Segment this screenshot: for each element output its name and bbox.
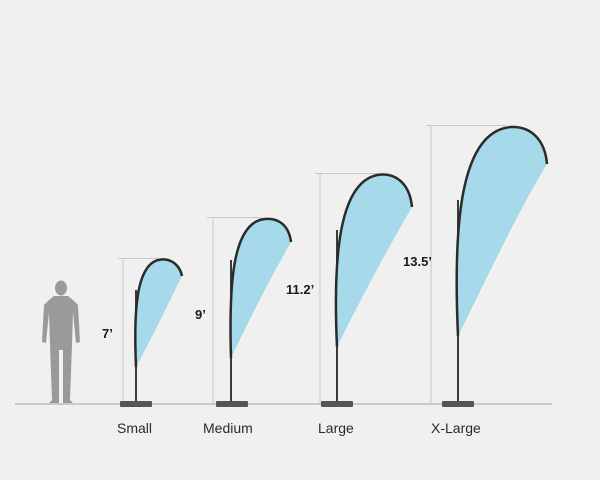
flag-banner-x-large bbox=[456, 126, 547, 336]
size-label-x-large: X-Large bbox=[431, 420, 481, 436]
height-label-large: 11.2’ bbox=[286, 282, 314, 297]
height-label-small: 7’ bbox=[102, 326, 113, 341]
base-x-large bbox=[442, 401, 474, 407]
flag-border-x-large bbox=[455, 125, 549, 337]
flag-medium: 9’ Medium bbox=[195, 217, 293, 436]
height-label-medium: 9’ bbox=[195, 307, 206, 322]
base-medium bbox=[216, 401, 248, 407]
person-silhouette-icon bbox=[42, 280, 80, 403]
flag-large: 11.2’ Large bbox=[286, 173, 414, 436]
size-label-small: Small bbox=[117, 420, 152, 436]
flag-small: 7’ Small bbox=[102, 258, 184, 436]
size-label-medium: Medium bbox=[203, 420, 253, 436]
height-label-x-large: 13.5’ bbox=[403, 254, 432, 269]
flag-banner-small bbox=[135, 259, 182, 367]
size-label-large: Large bbox=[318, 420, 354, 436]
flag-banner-medium bbox=[230, 218, 291, 358]
flag-border-medium bbox=[229, 217, 293, 359]
flag-border-large bbox=[334, 173, 414, 348]
flag-border-small bbox=[134, 258, 184, 368]
base-large bbox=[321, 401, 353, 407]
base-small bbox=[120, 401, 152, 407]
flag-x-large: 13.5’ X-Large bbox=[403, 125, 549, 436]
flag-banner-large bbox=[335, 174, 412, 347]
